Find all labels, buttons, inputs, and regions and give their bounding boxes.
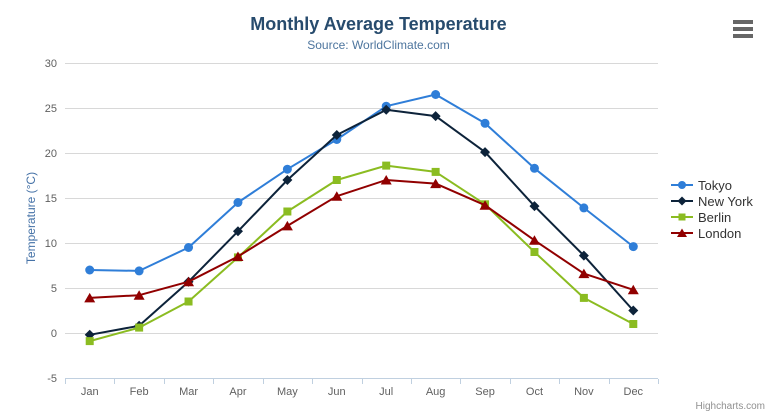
legend-item-berlin[interactable]: Berlin — [671, 209, 753, 225]
y-axis-tick-label: 0 — [51, 328, 57, 340]
series-line-new-york[interactable] — [88, 108, 635, 336]
legend-marker-triangle-icon — [671, 228, 693, 238]
legend-item-london[interactable]: London — [671, 225, 753, 241]
y-axis-tick-label: 15 — [45, 193, 57, 205]
data-point-marker[interactable] — [381, 104, 392, 115]
chart-title: Monthly Average Temperature — [250, 14, 507, 34]
series-line-london[interactable] — [88, 179, 635, 299]
context-menu-button[interactable] — [731, 18, 755, 38]
x-axis-tick-label: Aug — [426, 386, 446, 398]
data-point-marker[interactable] — [480, 118, 490, 128]
x-axis-tick-label: May — [277, 386, 298, 398]
legend-item-tokyo[interactable]: Tokyo — [671, 177, 753, 193]
data-point-marker[interactable] — [281, 220, 293, 231]
y-axis-tick-label: 25 — [45, 103, 57, 115]
x-axis-tick-label: Feb — [130, 386, 149, 398]
data-point-marker[interactable] — [332, 176, 341, 184]
y-axis-title: Temperature (°C) — [24, 171, 38, 265]
data-point-marker[interactable] — [85, 337, 94, 346]
x-axis-tick-label: Apr — [229, 386, 246, 398]
data-point-marker[interactable] — [628, 242, 638, 252]
data-point-marker[interactable] — [530, 248, 539, 256]
data-point-marker[interactable] — [382, 161, 391, 170]
legend-marker-square-icon — [671, 213, 693, 221]
data-point-marker[interactable] — [380, 175, 392, 185]
data-point-marker[interactable] — [578, 250, 589, 261]
data-point-marker[interactable] — [331, 191, 343, 201]
series-london[interactable] — [84, 175, 639, 303]
x-axis-tick-label: Sep — [475, 386, 495, 398]
legend: Tokyo New York Berlin London — [671, 177, 753, 241]
data-point-marker[interactable] — [529, 201, 540, 212]
data-point-marker[interactable] — [677, 228, 687, 238]
credits-link[interactable]: Highcharts.com — [695, 401, 765, 412]
legend-item-new-york[interactable]: New York — [671, 193, 753, 209]
x-axis-tick-label: Jun — [328, 386, 346, 398]
data-point-marker[interactable] — [579, 293, 588, 302]
data-point-marker[interactable] — [431, 90, 441, 99]
data-point-marker[interactable] — [678, 181, 686, 189]
data-point-marker[interactable] — [134, 266, 144, 276]
series-new-york[interactable] — [84, 104, 639, 340]
hamburger-icon — [733, 20, 753, 38]
data-point-marker[interactable] — [628, 305, 639, 316]
legend-marker-diamond-icon — [671, 196, 693, 206]
y-axis-tick-label: 5 — [51, 283, 57, 295]
data-point-marker[interactable] — [232, 226, 243, 237]
data-point-marker[interactable] — [480, 147, 491, 158]
data-point-marker[interactable] — [430, 178, 442, 189]
legend-label: Tokyo — [698, 177, 732, 193]
x-axis-tick-label: Oct — [526, 386, 543, 398]
y-axis-tick-label: -5 — [47, 373, 57, 385]
data-point-marker[interactable] — [431, 167, 440, 176]
data-point-marker[interactable] — [529, 163, 539, 173]
series-tokyo[interactable] — [85, 90, 638, 276]
data-point-marker[interactable] — [430, 111, 441, 122]
y-axis-tick-label: 20 — [45, 148, 57, 160]
data-point-marker[interactable] — [579, 203, 589, 213]
x-axis-tick-label: Jan — [81, 386, 99, 398]
data-point-marker[interactable] — [133, 290, 145, 300]
data-point-marker[interactable] — [627, 284, 639, 295]
data-point-marker[interactable] — [135, 323, 144, 332]
series-line-tokyo[interactable] — [88, 93, 635, 272]
x-axis-tick-label: Jul — [379, 386, 393, 398]
data-point-marker[interactable] — [85, 265, 95, 275]
legend-label: New York — [698, 193, 753, 209]
data-point-marker[interactable] — [283, 207, 292, 216]
data-point-marker[interactable] — [282, 164, 292, 174]
data-point-marker[interactable] — [331, 130, 342, 140]
y-axis-tick-label: 30 — [45, 58, 57, 70]
series-line-berlin[interactable] — [88, 164, 635, 343]
data-point-marker[interactable] — [233, 198, 243, 207]
data-point-marker[interactable] — [629, 320, 638, 328]
data-point-marker[interactable] — [677, 196, 687, 206]
chart-subtitle: Source: WorldClimate.com — [307, 38, 450, 52]
data-point-marker[interactable] — [232, 251, 244, 262]
x-axis-tick-label: Mar — [179, 386, 198, 398]
legend-label: Berlin — [698, 209, 732, 225]
x-axis-tick-label: Nov — [574, 386, 594, 398]
data-point-marker[interactable] — [84, 292, 96, 303]
data-point-marker[interactable] — [183, 276, 195, 287]
data-point-marker[interactable] — [528, 235, 540, 245]
legend-marker-circle-icon — [671, 181, 693, 189]
data-point-marker[interactable] — [184, 297, 193, 306]
data-point-marker[interactable] — [282, 175, 293, 185]
y-axis-tick-label: 10 — [45, 238, 57, 250]
data-point-marker[interactable] — [479, 200, 491, 210]
x-axis-tick-label: Dec — [624, 386, 644, 398]
data-point-marker[interactable] — [578, 268, 590, 279]
legend-label: London — [698, 225, 742, 241]
data-point-marker[interactable] — [184, 243, 194, 252]
data-point-marker[interactable] — [678, 213, 686, 221]
